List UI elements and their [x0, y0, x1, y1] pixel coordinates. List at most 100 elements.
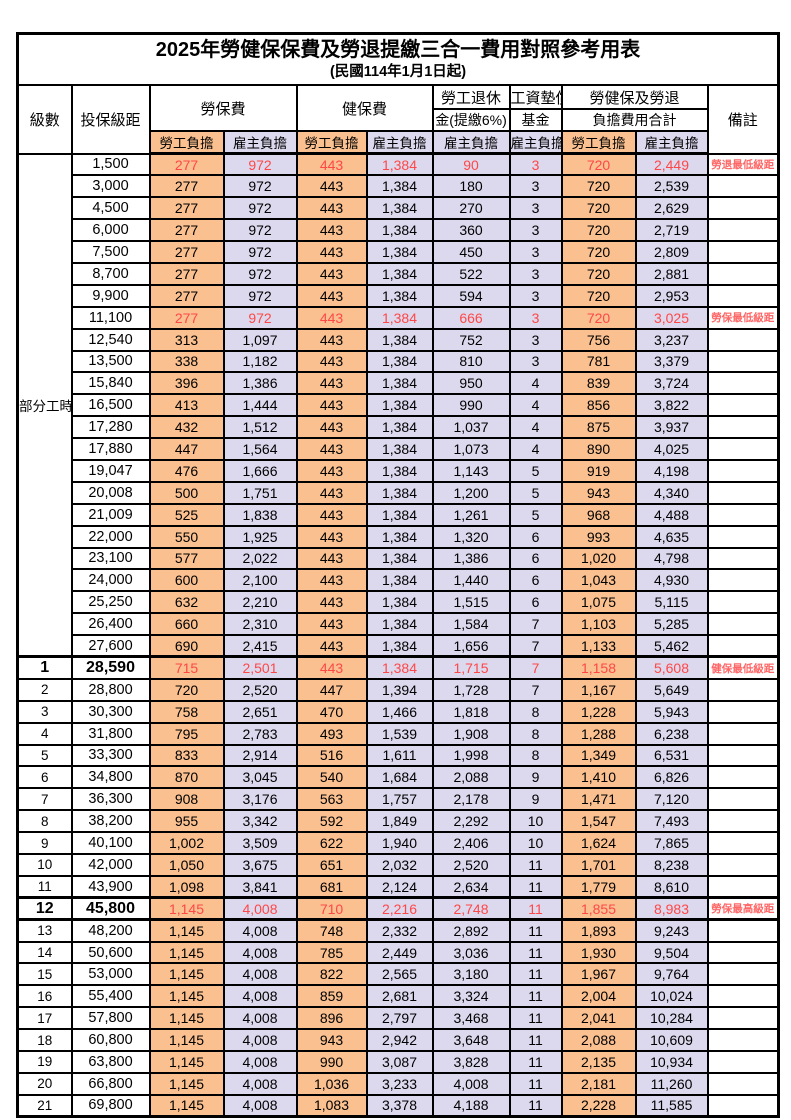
- cell-total-employee: 2,181: [560, 1071, 637, 1096]
- cell-wage-arrears-employer: 5: [508, 502, 563, 527]
- table-row: 部分工時 1,500 277 972 443 1,384 90 3 720 2,449 勞退最低級距: [16, 152, 780, 658]
- cell-total-employee: 2,088: [560, 1028, 637, 1053]
- cell-salary-bracket: 20,008: [70, 480, 151, 505]
- cell-total-employer: 2,539: [634, 174, 709, 199]
- table-row: 8 38,200 955 3,342 592 1,849 2,292 10 1,547 7,493: [16, 809, 780, 834]
- cell-labor-employer: 972: [222, 240, 298, 264]
- cell-health-employee: 943: [295, 1028, 368, 1053]
- cell-salary-bracket: 42,000: [70, 853, 151, 877]
- cell-wage-arrears-employer: 5: [508, 480, 563, 505]
- cell-health-employee: 443: [295, 196, 368, 221]
- cell-total-employer: 3,237: [634, 327, 709, 352]
- cell-health-employer: 2,797: [365, 1006, 434, 1031]
- cell-pension-employer: 4,008: [431, 1071, 511, 1096]
- cell-health-employee: 896: [295, 1006, 368, 1031]
- cell-total-employee: 1,133: [560, 634, 637, 658]
- cell-health-employer: 1,384: [365, 458, 434, 483]
- cell-level: 13: [16, 918, 73, 943]
- cell-labor-employee: 1,002: [148, 831, 225, 855]
- cell-total-employee: 1,349: [560, 743, 637, 768]
- header-row-groups: 級數 投保級距 勞保費 健保費 勞工退休 工資墊償 勞健保及勞退 備註: [16, 84, 780, 155]
- cell-health-employer: 1,539: [365, 721, 434, 746]
- cell-labor-employee: 660: [148, 612, 225, 637]
- cell-labor-employee: 277: [148, 240, 225, 264]
- cell-total-employer: 4,340: [634, 480, 709, 505]
- cell-labor-employer: 1,751: [222, 480, 298, 505]
- cell-health-employer: 1,384: [365, 196, 434, 221]
- cell-salary-bracket: 6,000: [70, 218, 151, 243]
- table-row: 21,009 525 1,838 443 1,384 1,261 5 968 4,488: [18, 502, 780, 527]
- cell-salary-bracket: 43,900: [70, 874, 151, 899]
- cell-remark: [706, 853, 780, 877]
- cell-health-employee: 470: [295, 699, 368, 724]
- cell-pension-employer: 2,892: [431, 918, 511, 943]
- cell-total-employee: 1,779: [560, 874, 637, 899]
- cell-health-employee: 443: [295, 415, 368, 440]
- cell-total-employer: 4,635: [634, 524, 709, 549]
- cell-total-employee: 756: [560, 327, 637, 352]
- cell-wage-arrears-employer: 6: [508, 524, 563, 549]
- cell-pension-employer: 3,468: [431, 1006, 511, 1031]
- cell-total-employer: 10,284: [634, 1006, 709, 1031]
- cell-pension-employer: 1,037: [431, 415, 511, 440]
- cell-wage-arrears-employer: 10: [508, 831, 563, 855]
- cell-health-employer: 1,849: [365, 809, 434, 834]
- table-row: 7,500 277 972 443 1,384 450 3 720 2,809: [18, 240, 780, 264]
- cell-remark: [706, 765, 780, 790]
- cell-labor-employer: 2,100: [222, 568, 298, 593]
- cell-health-employer: 1,384: [365, 437, 434, 461]
- cell-total-employer: 9,243: [634, 918, 709, 943]
- cell-labor-employee: 500: [148, 480, 225, 505]
- cell-health-employer: 1,384: [365, 152, 434, 177]
- cell-pension-employer: 3,036: [431, 940, 511, 965]
- col-header-salary-bracket: 投保級距: [70, 84, 151, 155]
- cell-remark: [706, 218, 780, 243]
- col-header-remark: 備註: [706, 84, 780, 155]
- cell-salary-bracket: 24,000: [70, 568, 151, 593]
- cell-level: 8: [16, 809, 73, 834]
- cell-pension-employer: 1,908: [431, 721, 511, 746]
- cell-remark: [706, 568, 780, 593]
- cell-labor-employee: 1,145: [148, 984, 225, 1009]
- table-row: 4 31,800 795 2,783 493 1,539 1,908 8 1,288 6,238: [16, 721, 780, 746]
- cell-remark: [706, 918, 780, 943]
- cell-labor-employee: 277: [148, 196, 225, 221]
- cell-labor-employer: 4,008: [222, 984, 298, 1009]
- cell-total-employer: 4,198: [634, 458, 709, 483]
- table-row: 3 30,300 758 2,651 470 1,466 1,818 8 1,228 5,943: [16, 699, 780, 724]
- cell-salary-bracket: 38,200: [70, 809, 151, 834]
- cell-total-employee: 1,624: [560, 831, 637, 855]
- cell-remark: 健保最低級距: [706, 655, 780, 680]
- cell-health-employee: 443: [295, 152, 368, 177]
- cell-wage-arrears-employer: 11: [508, 1006, 563, 1031]
- cell-labor-employee: 396: [148, 371, 225, 396]
- cell-health-employer: 2,565: [365, 962, 434, 987]
- cell-total-employer: 11,585: [634, 1093, 709, 1118]
- cell-health-employee: 443: [295, 349, 368, 374]
- cell-remark: [706, 480, 780, 505]
- cell-total-employer: 2,809: [634, 240, 709, 264]
- cell-total-employee: 1,967: [560, 962, 637, 987]
- cell-salary-bracket: 30,300: [70, 699, 151, 724]
- cell-labor-employer: 2,914: [222, 743, 298, 768]
- cell-remark: [706, 502, 780, 527]
- cell-remark: [706, 699, 780, 724]
- cell-salary-bracket: 60,800: [70, 1028, 151, 1053]
- cell-total-employer: 5,608: [634, 655, 709, 680]
- cell-health-employee: 622: [295, 831, 368, 855]
- cell-health-employer: 1,384: [365, 174, 434, 199]
- cell-wage-arrears-employer: 3: [508, 327, 563, 352]
- cell-health-employee: 443: [295, 480, 368, 505]
- cell-health-employee: 443: [295, 393, 368, 418]
- cell-health-employer: 1,384: [365, 393, 434, 418]
- cell-total-employer: 2,881: [634, 261, 709, 286]
- subheader-total-employer: 雇主負擔: [634, 130, 709, 155]
- cell-labor-employer: 4,008: [222, 1071, 298, 1096]
- cell-health-employee: 443: [295, 458, 368, 483]
- cell-labor-employer: 4,008: [222, 940, 298, 965]
- cell-total-employee: 890: [560, 437, 637, 461]
- table-row: 13 48,200 1,145 4,008 748 2,332 2,892 11 1,893 9,…: [16, 918, 780, 943]
- cell-salary-bracket: 17,880: [70, 437, 151, 461]
- cell-total-employer: 9,764: [634, 962, 709, 987]
- cell-level: 7: [16, 787, 73, 812]
